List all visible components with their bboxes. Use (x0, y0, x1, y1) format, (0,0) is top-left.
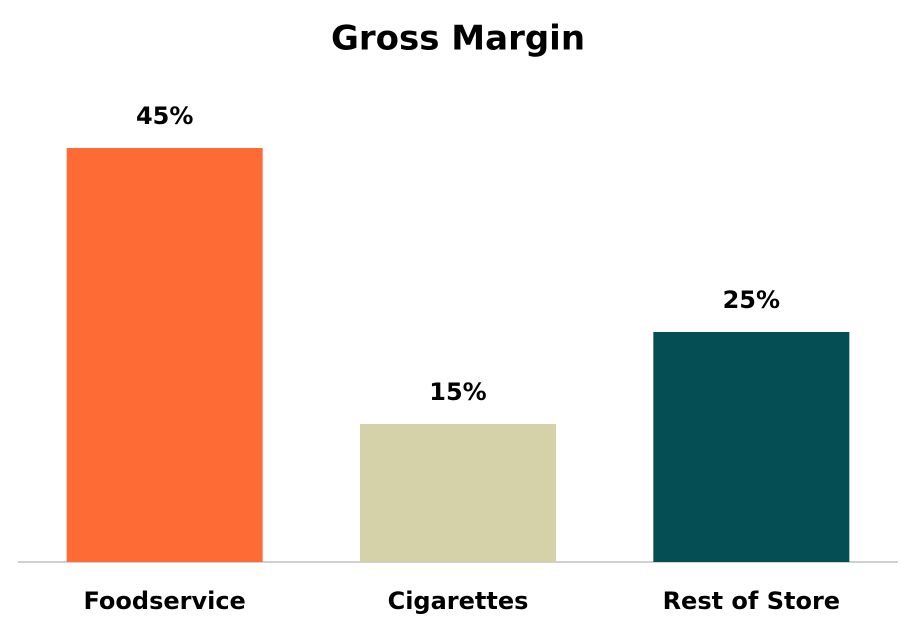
x-tick-label: Cigarettes (388, 587, 529, 615)
value-label: 45% (136, 102, 193, 130)
bar (66, 148, 263, 562)
value-label: 25% (723, 286, 780, 314)
x-tick-label: Foodservice (83, 587, 245, 615)
chart-title: Gross Margin (331, 19, 585, 59)
value-label: 15% (429, 378, 486, 406)
x-tick-label: Rest of Store (663, 587, 841, 615)
bar (653, 332, 850, 562)
bar (360, 424, 556, 562)
